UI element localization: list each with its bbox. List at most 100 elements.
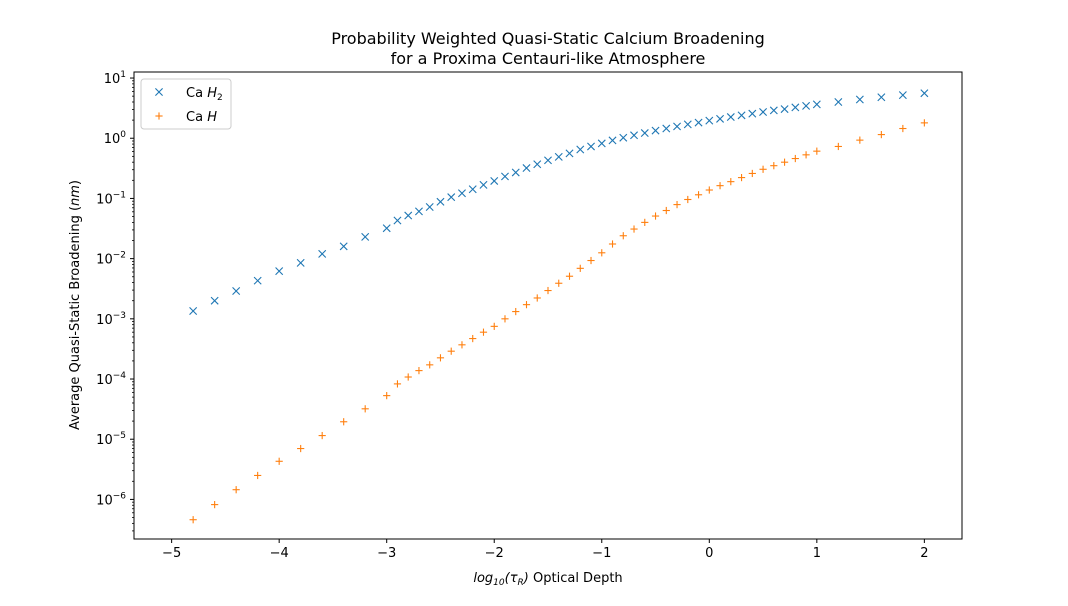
point-s2-33 [641, 218, 649, 226]
point-s1-19 [490, 176, 499, 185]
point-s2-10 [393, 380, 402, 388]
point-s2-6 [318, 431, 326, 440]
point-s2-0 [189, 516, 197, 524]
y-tick-label-6: 100 [104, 130, 127, 147]
legend-label-ca-h-main: Ca [186, 110, 207, 125]
point-s1-20 [500, 172, 509, 181]
point-s1-54 [920, 89, 929, 98]
x-label-paren-open: ( [505, 571, 511, 586]
x-axis-label: log10(τR) Optical Depth [473, 571, 622, 588]
point-s1-47 [791, 103, 800, 112]
point-s1-21 [511, 168, 520, 177]
legend-marker-ca-h2 [155, 88, 163, 96]
point-s2-47 [791, 154, 799, 163]
point-s1-37 [683, 120, 692, 129]
x-tick-label-7: 2 [920, 546, 928, 561]
x-tick-label-5: 0 [705, 546, 713, 561]
chart-title-line-1: Probability Weighted Quasi-Static Calciu… [331, 29, 765, 48]
point-s2-20 [501, 315, 509, 323]
x-label-sub-10: 10 [493, 578, 505, 588]
point-s1-8 [361, 232, 370, 241]
point-s2-28 [587, 256, 595, 265]
y-label-unit: nm [68, 185, 83, 206]
point-s1-49 [812, 100, 821, 109]
point-s2-12 [415, 367, 423, 375]
y-axis-label: Average Quasi-Static Broadening (nm) [68, 180, 83, 430]
point-s2-8 [361, 405, 369, 413]
legend: Ca H2 Ca H [140, 78, 232, 130]
point-s1-28 [587, 142, 596, 151]
x-tick-label-2: −3 [377, 546, 396, 561]
point-s1-39 [705, 116, 714, 125]
y-tick-label-3: 10−3 [96, 311, 126, 328]
point-s1-10 [393, 216, 402, 225]
point-s2-24 [544, 286, 552, 295]
point-s1-38 [694, 118, 703, 127]
point-s1-32 [630, 131, 639, 140]
legend-label-ca-h2-sub: 2 [217, 93, 223, 103]
point-s2-53 [899, 124, 907, 133]
point-s2-3 [254, 471, 262, 480]
y-tick-label-4: 10−2 [96, 251, 126, 268]
x-label-rest: Optical Depth [529, 571, 623, 586]
point-s1-43 [748, 109, 757, 118]
point-s1-41 [726, 113, 735, 122]
x-tick-label-0: −5 [162, 546, 181, 561]
legend-marker-ca-h [155, 112, 163, 120]
point-s1-31 [619, 133, 628, 142]
point-s1-50 [834, 98, 843, 106]
point-s1-36 [673, 122, 682, 131]
point-s2-35 [662, 206, 670, 215]
point-s2-41 [727, 178, 735, 186]
point-s2-26 [565, 272, 574, 280]
point-s1-46 [780, 105, 789, 114]
legend-label-ca-h: Ca H [186, 110, 217, 125]
point-s2-54 [920, 119, 928, 127]
point-s1-13 [425, 203, 434, 212]
point-s2-17 [469, 334, 477, 343]
point-s2-48 [802, 151, 810, 159]
x-label-sub-r: R [518, 578, 524, 588]
point-s2-27 [576, 264, 584, 272]
point-s2-14 [436, 354, 445, 362]
point-s2-19 [490, 322, 498, 330]
point-s2-25 [555, 279, 563, 287]
point-s1-0 [189, 306, 198, 315]
point-s2-5 [297, 444, 305, 453]
point-s2-9 [383, 392, 391, 400]
point-s1-9 [382, 224, 391, 233]
point-s2-30 [608, 240, 617, 248]
y-tick-label-1: 10−5 [96, 431, 126, 448]
x-label-tau: τ [510, 571, 518, 586]
point-s1-2 [232, 287, 241, 295]
chart-title-line-2: for a Proxima Centauri-like Atmosphere [391, 49, 706, 68]
point-s2-31 [619, 232, 627, 240]
point-s1-33 [640, 129, 649, 138]
x-tick-label-6: 1 [813, 546, 821, 561]
point-s2-40 [716, 182, 724, 190]
point-s1-27 [576, 145, 585, 154]
y-tick-label-7: 101 [104, 70, 126, 87]
point-s1-16 [457, 189, 466, 198]
point-s2-38 [694, 191, 703, 199]
point-s1-52 [877, 93, 886, 102]
y-tick-label-2: 10−4 [96, 371, 126, 388]
point-s1-42 [737, 111, 746, 120]
point-s2-36 [673, 200, 681, 209]
point-s2-15 [447, 347, 455, 355]
point-s2-43 [748, 169, 756, 178]
point-s1-35 [662, 124, 671, 133]
point-s1-4 [275, 267, 284, 276]
point-s2-34 [651, 212, 660, 220]
point-s1-3 [253, 276, 262, 285]
x-tick-label-1: −4 [270, 546, 289, 561]
point-s1-22 [522, 164, 531, 173]
legend-label-ca-h2-italic: H [207, 86, 217, 101]
point-s1-24 [544, 156, 552, 165]
legend-label-ca-h2-main: Ca [186, 86, 207, 101]
point-s2-39 [705, 186, 713, 194]
point-s2-7 [340, 418, 348, 426]
axis-ticks: −5 −4 −3 −2 −1 0 1 2 10−6 10−5 10−4 10−3 10−2 10−1 100… [96, 70, 928, 561]
point-s1-15 [447, 193, 456, 202]
